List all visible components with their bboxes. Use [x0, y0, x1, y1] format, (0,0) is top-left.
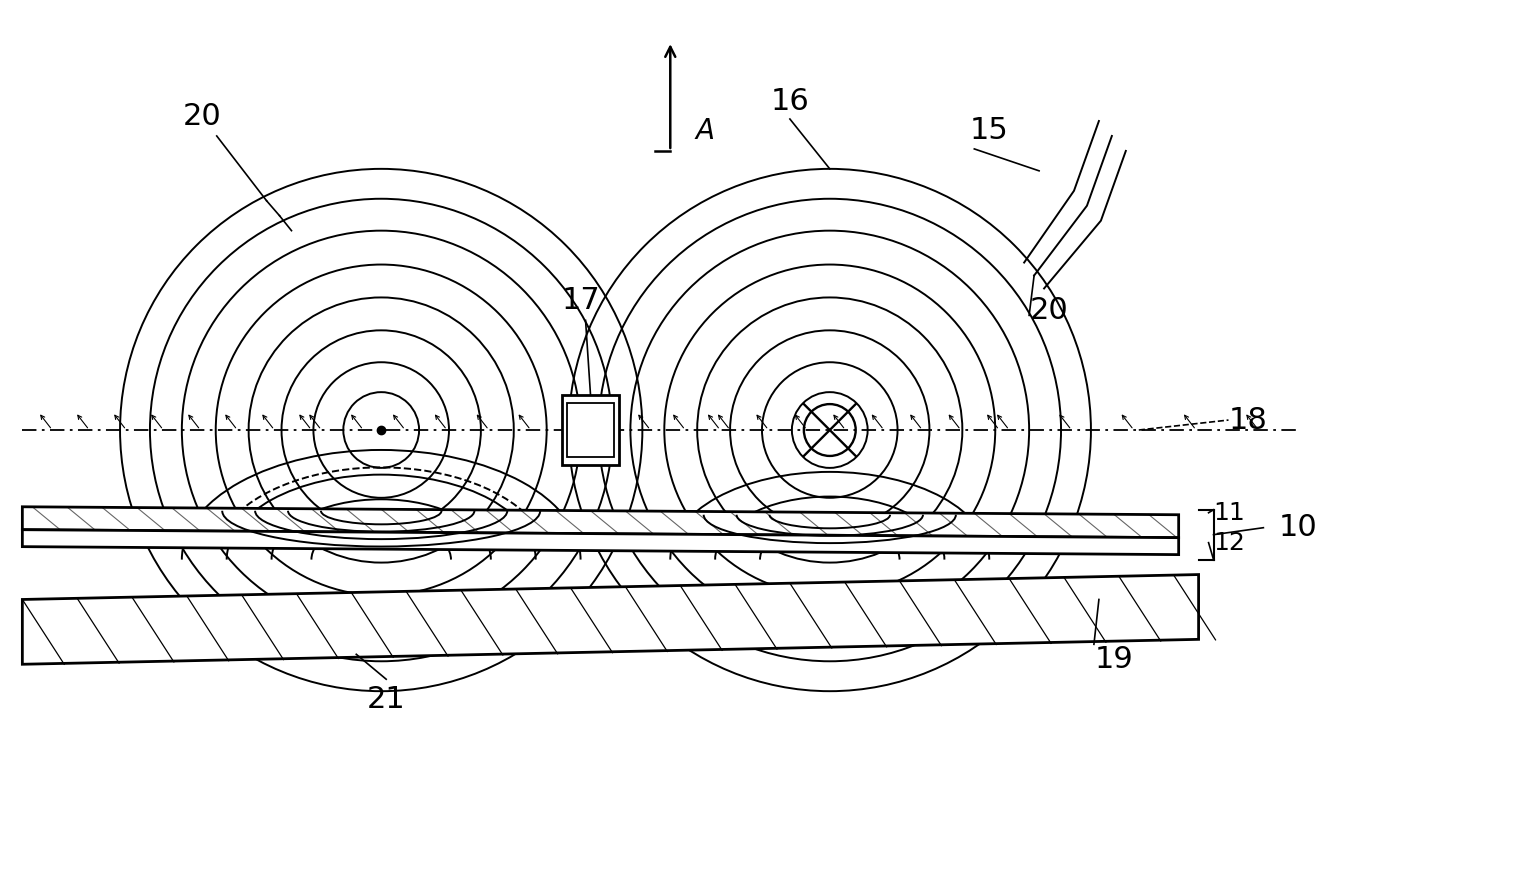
Bar: [567, 403, 615, 457]
Text: 15: 15: [970, 117, 1009, 145]
Text: 16: 16: [771, 86, 809, 116]
Text: 10: 10: [1279, 513, 1317, 543]
Text: 17: 17: [561, 286, 600, 315]
Text: 21: 21: [367, 685, 406, 713]
Text: 19: 19: [1094, 645, 1133, 674]
Text: 20: 20: [182, 102, 221, 131]
Text: A: A: [695, 117, 714, 145]
Bar: [562, 395, 620, 465]
Text: 12: 12: [1214, 530, 1245, 555]
Text: 18: 18: [1229, 406, 1268, 435]
Polygon shape: [23, 507, 1179, 537]
Text: 11: 11: [1214, 501, 1245, 524]
Text: 20: 20: [1030, 296, 1068, 325]
Polygon shape: [23, 530, 1179, 555]
Polygon shape: [23, 575, 1198, 665]
